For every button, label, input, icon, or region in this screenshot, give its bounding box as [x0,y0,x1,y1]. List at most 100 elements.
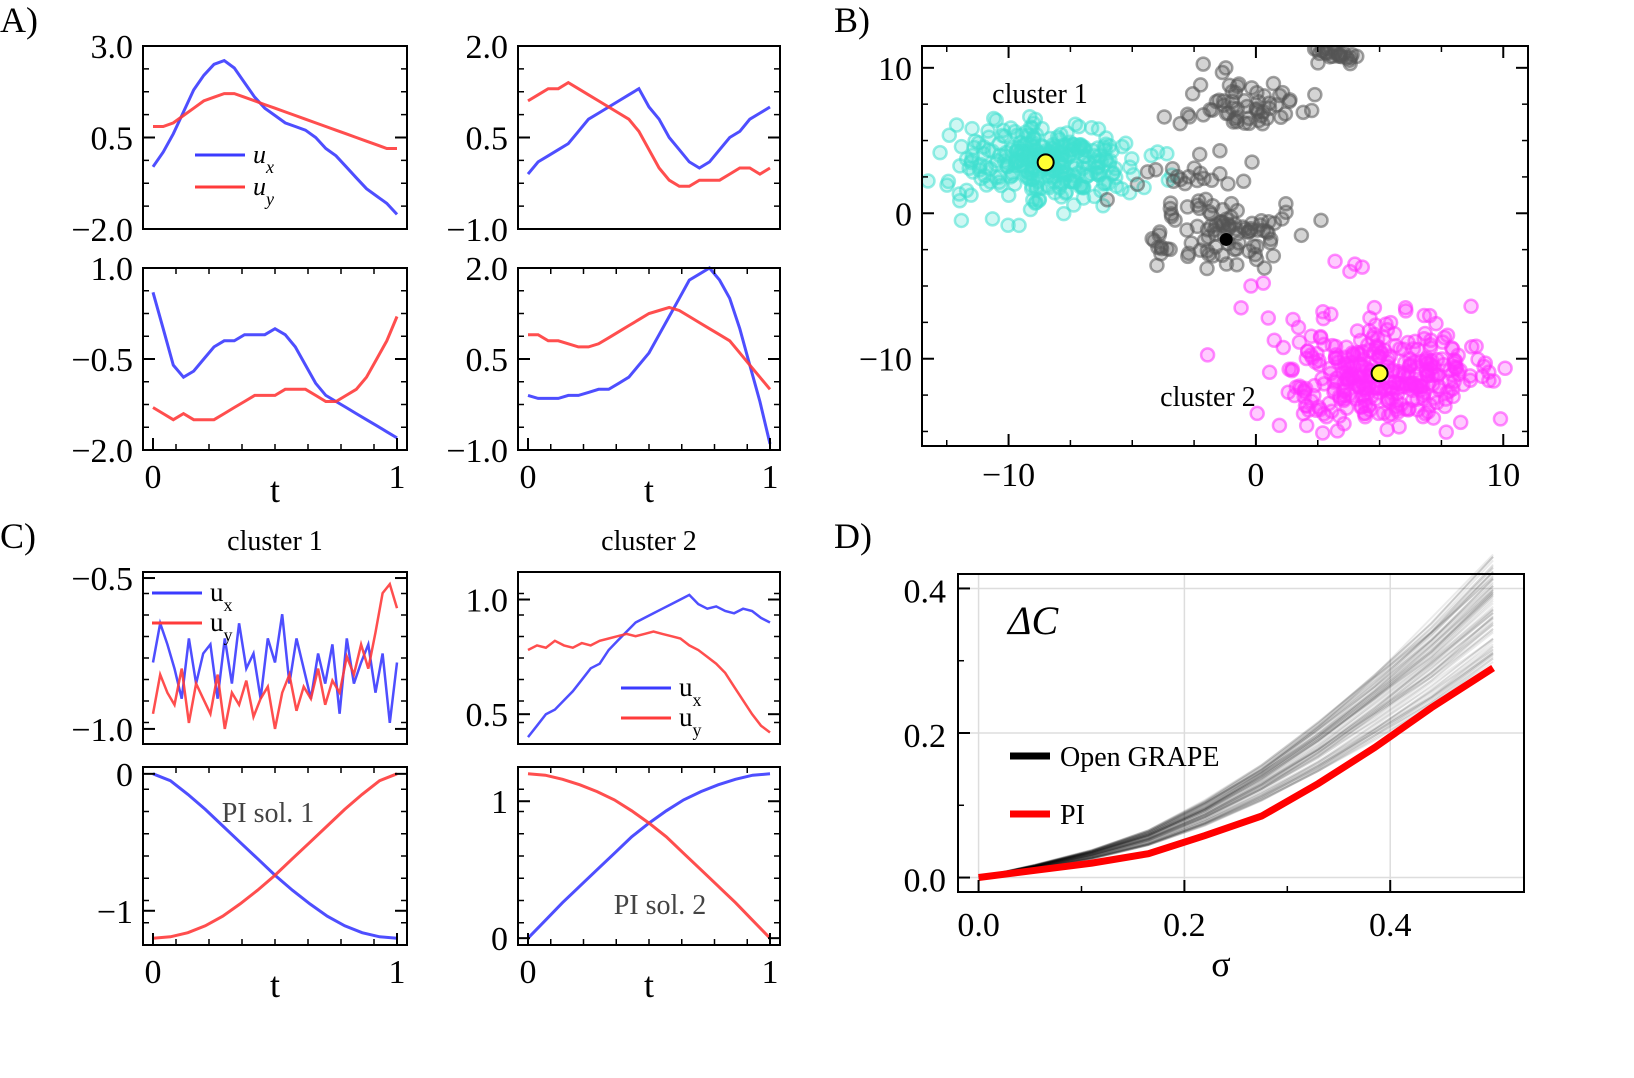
other-point [1212,166,1228,182]
x-axis-label: t [644,470,654,510]
legend-label-uy: uy [679,702,702,740]
cluster-2-point [1445,388,1461,405]
other-point [1179,106,1196,123]
cluster-1-point [922,173,936,189]
open-grape-line [978,585,1494,879]
cluster-2-point [1421,307,1438,324]
other-point [1226,241,1243,258]
y-tick-label: −1 [97,894,133,931]
other-point [1349,48,1365,65]
cluster-1-point [1091,167,1108,184]
y-tick-label: 0 [491,921,508,958]
other-point [1223,209,1239,225]
cluster-2-point [1271,417,1288,434]
cluster-2-point [1416,330,1432,347]
cluster-2-point [1329,423,1346,439]
y-tick-label: −2.0 [71,212,133,249]
cluster-2-point [1378,316,1394,332]
panel-title: cluster 1 [227,526,323,557]
open-grape-line [978,622,1494,879]
other-point [1207,226,1224,242]
cluster-2-point [1450,347,1466,364]
panel-label-d: D) [834,516,872,556]
open-grape-line [978,570,1494,879]
centroid-1-marker [1036,153,1055,172]
open-grape-line [978,597,1494,879]
open-grape-line [978,589,1494,879]
open-grape-line [978,621,1494,879]
open-grape-line [978,616,1494,879]
y-tick-label: 0 [116,757,133,794]
cluster-1-point [1000,217,1016,234]
cluster-2-point [1327,253,1343,270]
open-grape-line [978,578,1494,879]
cluster-2-point [1463,298,1479,315]
other-point [1313,212,1329,229]
other-point [1256,260,1273,276]
cluster-2-point [1338,364,1354,381]
other-point [1303,102,1320,119]
y-tick-label: 0.2 [904,718,947,755]
cluster-2-point [1298,417,1315,434]
other-point [1221,77,1238,94]
cluster-2-point [1369,330,1386,347]
other-point [1249,85,1265,101]
cluster-2-point [1316,376,1332,392]
other-point [1165,173,1182,190]
cluster-2-point [1243,278,1259,294]
other-point [1266,215,1283,231]
cluster-1-point [1012,144,1029,160]
cluster-1-point [1055,205,1072,222]
other-point [1265,75,1282,92]
open-grape-line [978,591,1494,879]
cluster-2-point [1391,419,1407,435]
cluster-2-point [1415,408,1431,425]
open-grape-line [978,612,1494,879]
cluster-2-point [1389,401,1405,418]
cluster-2-point [1412,354,1429,370]
cluster-2-point [1468,338,1484,354]
series-ux-line [151,291,398,440]
cluster-1-point [964,120,980,137]
open-grape-line [978,588,1494,879]
series-uy-line [528,305,772,391]
panel-a2 [526,80,771,188]
open-grape-line [978,594,1494,879]
open-grape-line [978,637,1494,879]
open-grape-line [978,612,1494,879]
open-grape-line [978,616,1494,879]
cluster-1-point [1007,123,1023,140]
y-tick-label: 1 [491,784,508,821]
cluster-2-point [1260,310,1277,326]
cluster-2-point [1233,300,1249,316]
x-tick-label: 0 [520,954,537,991]
open-grape-line [978,612,1494,879]
cluster-1-point [932,144,948,161]
panel-label-a: A) [0,0,38,40]
open-grape-line [978,581,1494,879]
other-point [1271,87,1288,104]
x-tick-label: 1 [389,459,406,496]
legend-label-ux: ux [253,140,274,177]
other-point [1248,101,1264,118]
other-point [1192,77,1209,93]
cluster-1-point [1057,137,1073,154]
legend-label-open-grape: Open GRAPE [1060,742,1219,773]
panel-c1 [151,581,399,730]
series-uy-line [527,772,772,940]
cluster-1-point [1114,138,1130,155]
open-grape-line [978,563,1494,879]
other-point [1244,154,1260,170]
cluster-2-point [1396,448,1409,461]
x-tick-label: 1 [762,459,779,496]
series-ux-line [527,266,772,445]
series-uy-line [527,630,771,734]
panel-b-frame [921,45,1529,447]
panel-a1-frame [142,45,408,230]
series-ux-line [151,614,399,724]
cluster-1-point [1159,146,1175,162]
other-point [1249,238,1265,255]
legend-label-ux: ux [210,577,233,615]
other-point [1163,206,1180,222]
